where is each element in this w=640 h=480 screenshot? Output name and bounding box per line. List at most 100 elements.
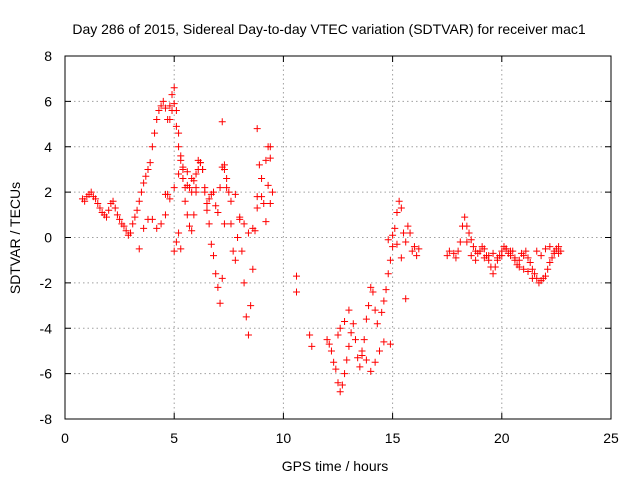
data-point [502, 245, 510, 253]
data-point [155, 106, 163, 114]
data-point [345, 342, 353, 350]
data-point [131, 213, 139, 221]
x-tick-label: 25 [603, 430, 619, 446]
data-point [231, 190, 239, 198]
data-point [216, 184, 224, 192]
data-point [111, 204, 119, 212]
data-point [122, 227, 130, 235]
data-point [445, 247, 453, 255]
x-tick-label: 10 [276, 430, 292, 446]
data-point [166, 195, 174, 203]
data-point [262, 218, 270, 226]
data-point [168, 91, 176, 99]
data-point [489, 249, 497, 257]
data-point [234, 234, 242, 241]
y-tick-label: -6 [40, 366, 53, 382]
data-point [358, 347, 366, 355]
data-point [157, 102, 165, 110]
data-point [258, 175, 266, 183]
data-point [196, 159, 204, 167]
data-point [528, 274, 536, 282]
data-point [220, 220, 228, 228]
data-point [341, 370, 349, 378]
data-point [386, 340, 394, 348]
data-point [109, 197, 117, 205]
data-point [153, 116, 161, 124]
data-point [170, 84, 178, 92]
data-point [454, 247, 462, 255]
data-point [135, 245, 143, 253]
data-point [133, 206, 141, 214]
data-point [522, 247, 530, 255]
y-tick-label: 4 [44, 139, 52, 155]
data-point [334, 379, 342, 387]
data-point [507, 247, 515, 255]
data-point [533, 247, 541, 255]
data-point [203, 206, 211, 214]
data-point [332, 365, 340, 373]
gridlines [65, 56, 611, 419]
data-point [380, 338, 388, 346]
data-point [199, 165, 207, 173]
data-point [526, 258, 534, 266]
data-point [244, 229, 252, 237]
data-point [406, 229, 414, 237]
data-point [159, 97, 167, 105]
data-point [205, 220, 213, 228]
data-point [467, 252, 475, 260]
data-point [249, 224, 257, 232]
data-point [362, 315, 370, 323]
data-point [205, 195, 213, 203]
data-point [148, 143, 156, 151]
data-point [489, 270, 497, 278]
data-point [247, 302, 255, 310]
data-point [223, 184, 231, 192]
data-point [485, 252, 493, 260]
x-tick-label: 0 [61, 430, 69, 446]
data-point [323, 336, 331, 344]
data-point [240, 220, 248, 228]
data-point [214, 209, 222, 217]
data-point [408, 247, 416, 255]
data-point [476, 247, 484, 255]
data-point [365, 302, 373, 310]
data-point [229, 247, 237, 255]
data-point [410, 243, 418, 251]
y-tick-label: -8 [40, 411, 53, 427]
data-point [456, 238, 464, 246]
data-point [264, 181, 272, 189]
chart-title: Day 286 of 2015, Sidereal Day-to-day VTE… [72, 21, 585, 37]
y-tick-labels: -8 -6 -4 -2 0 2 4 6 8 [40, 48, 53, 427]
data-point [135, 197, 143, 205]
data-point [520, 252, 528, 260]
data-point [347, 329, 355, 337]
data-point [253, 204, 261, 212]
data-point [87, 188, 95, 196]
data-point [544, 265, 552, 273]
data-point [240, 279, 248, 287]
data-point [260, 199, 268, 207]
data-point [369, 288, 377, 296]
data-point [341, 317, 349, 325]
data-point [325, 340, 333, 348]
data-point [175, 129, 183, 137]
data-point [548, 254, 556, 262]
data-point [238, 247, 246, 255]
data-point [356, 363, 364, 371]
data-point [127, 229, 135, 237]
data-point [402, 238, 410, 246]
data-point [210, 188, 218, 196]
data-point [120, 222, 128, 230]
data-point [393, 209, 401, 217]
data-point [338, 381, 346, 389]
data-point [493, 254, 501, 262]
data-point [498, 252, 506, 260]
data-point [255, 161, 263, 169]
data-point [266, 199, 274, 207]
x-tick-label: 5 [170, 430, 178, 446]
data-point [94, 199, 102, 207]
data-point [129, 220, 137, 228]
data-point [102, 213, 110, 221]
data-point [550, 247, 558, 255]
data-point [227, 197, 235, 205]
